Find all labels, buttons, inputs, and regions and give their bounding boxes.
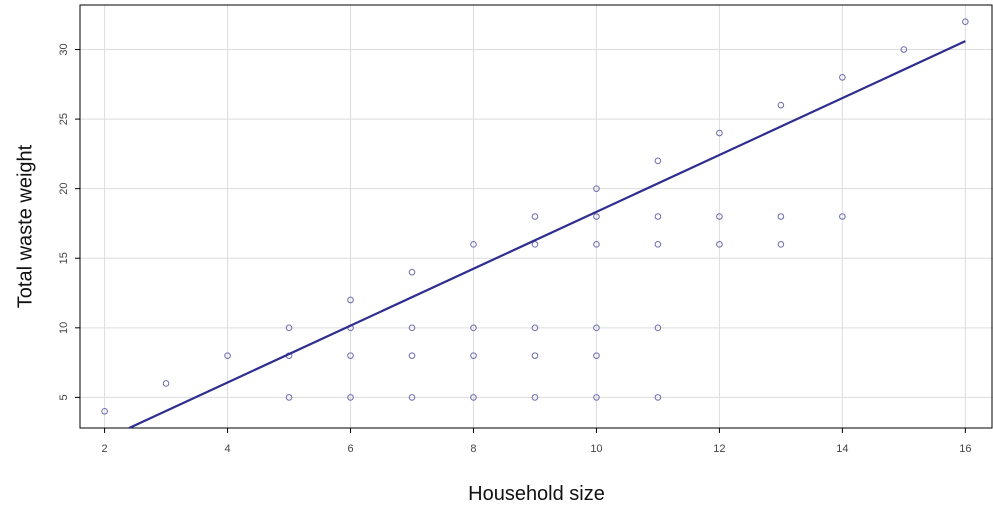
data-point [101, 408, 108, 415]
data-point [777, 213, 785, 220]
data-point [408, 352, 416, 359]
data-point [716, 213, 723, 220]
data-point [531, 213, 539, 220]
data-point [347, 394, 354, 401]
data-point [716, 241, 723, 248]
x-tick-label: 6 [347, 443, 353, 455]
grid [80, 5, 993, 428]
y-tick-label: 5 [58, 394, 70, 400]
data-point [716, 129, 723, 137]
data-point [777, 101, 785, 109]
data-point [408, 268, 416, 276]
data-point [531, 394, 539, 401]
data-point [654, 324, 662, 332]
data-point [839, 74, 846, 81]
data-point [654, 213, 662, 220]
x-axis-label: Household size [468, 483, 605, 505]
data-point [531, 352, 539, 359]
data-point [531, 241, 539, 248]
data-point [347, 296, 354, 304]
x-tick-label: 4 [224, 443, 230, 455]
y-tick-label: 20 [58, 183, 70, 195]
data-point [285, 394, 293, 401]
y-tick-label: 25 [58, 113, 70, 125]
data-point [839, 213, 846, 220]
x-tick-label: 2 [102, 443, 108, 455]
x-tick-label: 14 [836, 443, 848, 455]
regression-line [128, 40, 966, 429]
data-point [162, 380, 170, 387]
data-point [654, 241, 662, 248]
data-point [470, 241, 477, 248]
data-point [224, 352, 231, 359]
data-point [654, 157, 662, 165]
data-point [470, 352, 477, 359]
data-point [531, 324, 539, 332]
x-tick-label: 8 [470, 443, 476, 455]
data-point [593, 213, 600, 220]
plot-area [79, 4, 993, 429]
data-point [593, 394, 600, 401]
data-point [593, 241, 600, 248]
data-point [285, 324, 293, 332]
x-tick-label: 16 [959, 443, 971, 455]
data-point [962, 18, 969, 25]
data-point [900, 46, 908, 53]
data-point [777, 241, 785, 248]
data-point [654, 394, 662, 401]
y-axis-label: Total waste weight [14, 144, 36, 308]
data-point [593, 185, 600, 192]
axis-ticks: 2 4 6 8 10 12 14 16 5 10 15 20 25 30 [58, 43, 972, 455]
x-tick-label: 12 [713, 443, 725, 455]
data-point [470, 394, 477, 401]
data-point [593, 352, 600, 359]
y-tick-label: 10 [58, 322, 70, 334]
data-point [593, 324, 600, 332]
data-point [347, 352, 354, 359]
data-point [408, 324, 416, 332]
y-tick-label: 15 [58, 252, 70, 264]
y-tick-label: 30 [58, 43, 70, 55]
x-tick-label: 10 [590, 443, 602, 455]
data-points [101, 18, 969, 415]
data-point [408, 394, 416, 401]
data-point [470, 324, 477, 332]
